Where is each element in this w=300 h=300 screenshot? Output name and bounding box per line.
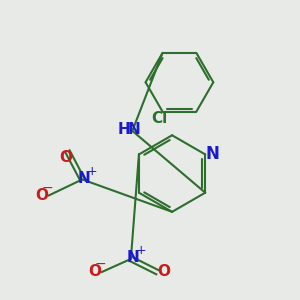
Text: N: N xyxy=(127,250,140,265)
Text: −: − xyxy=(42,180,53,194)
Text: +: + xyxy=(86,165,97,178)
Text: O: O xyxy=(88,264,101,279)
Text: O: O xyxy=(157,264,170,279)
Text: H: H xyxy=(117,122,130,137)
Text: +: + xyxy=(135,244,146,257)
Text: N: N xyxy=(206,146,220,164)
Text: N: N xyxy=(128,122,140,137)
Text: O: O xyxy=(60,150,73,165)
Text: Cl: Cl xyxy=(152,112,168,127)
Text: −: − xyxy=(95,257,106,271)
Text: N: N xyxy=(77,171,90,186)
Text: O: O xyxy=(35,188,48,202)
